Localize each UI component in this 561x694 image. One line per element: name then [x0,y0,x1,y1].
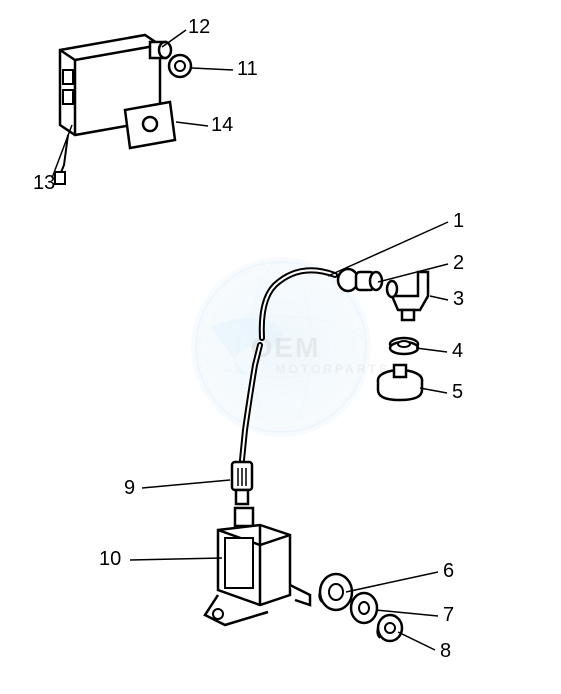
callout-2: 2 [453,252,464,275]
callout-8: 8 [440,640,451,663]
callout-13: 13 [33,172,55,195]
parts-diagram: OEM MOTORPARTS [0,0,561,694]
callout-10: 10 [99,548,121,571]
callout-1: 1 [453,210,464,233]
callout-6: 6 [443,560,454,583]
coil-connector-part [232,462,252,504]
callout-14: 14 [211,114,233,137]
ecu-connector-part [150,42,171,58]
mount-washer2-part [351,593,377,623]
callout-7: 7 [443,604,454,627]
callout-4: 4 [452,340,463,363]
callout-9: 9 [124,477,135,500]
spark-plug-part [378,365,422,400]
callout-12: 12 [188,16,210,39]
ignition-coil-part [205,508,310,625]
callout-11: 11 [237,58,258,81]
diagram-svg [0,0,561,694]
spark-cap-part [387,272,428,320]
ecu-panel-part [125,102,175,148]
lower-cable-part [242,345,260,460]
ignition-cable-part [262,270,335,338]
callout-5: 5 [452,381,463,404]
ecu-bolt-part [169,55,191,77]
mount-nut-part [377,615,402,641]
cable-connector-part [338,269,382,291]
callout-3: 3 [453,288,464,311]
spark-washer-part [390,338,418,354]
